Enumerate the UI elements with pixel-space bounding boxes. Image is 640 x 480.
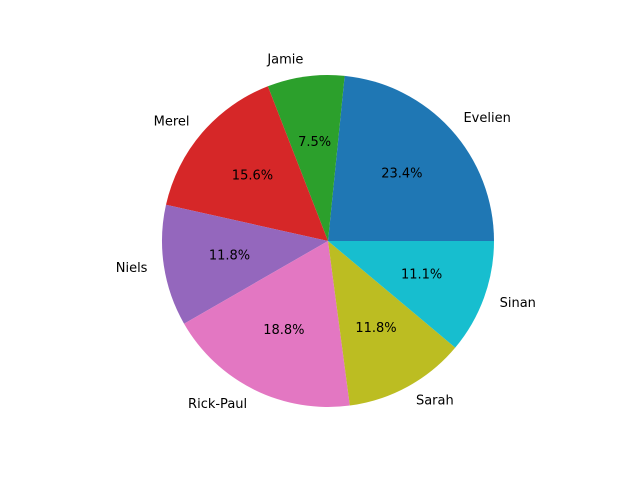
slice-percent-sarah: 11.8% bbox=[355, 321, 396, 336]
pie-slices bbox=[161, 75, 494, 407]
pie-labels: Evelien 23.4% Jamie 7.5% Merel 15.6% Niels 11.8… bbox=[116, 53, 536, 413]
slice-percent-evelien: 23.4% bbox=[381, 167, 422, 182]
pie-slice-sarah bbox=[328, 241, 456, 406]
slice-label-rick-paul: Rick-Paul bbox=[188, 397, 247, 412]
slice-label-niels: Niels bbox=[116, 261, 148, 276]
pie-slice-evelien bbox=[328, 75, 494, 241]
slice-label-evelien: Evelien bbox=[463, 111, 510, 126]
slice-label-jamie: Jamie bbox=[266, 53, 303, 68]
pie-slice-rick-paul bbox=[184, 241, 350, 407]
slice-percent-rick-paul: 18.8% bbox=[263, 323, 304, 338]
slice-percent-sinan: 11.1% bbox=[401, 268, 442, 283]
slice-percent-jamie: 7.5% bbox=[298, 135, 331, 150]
pie-slice-merel bbox=[165, 86, 328, 242]
slice-percent-merel: 15.6% bbox=[232, 169, 273, 184]
pie-slice-sinan bbox=[328, 241, 494, 348]
pie-slice-niels bbox=[161, 204, 328, 324]
slice-label-merel: Merel bbox=[154, 114, 190, 129]
slice-percent-niels: 11.8% bbox=[209, 248, 250, 263]
slice-label-sarah: Sarah bbox=[416, 394, 454, 409]
pie-slice-jamie bbox=[267, 75, 345, 242]
slice-label-sinan: Sinan bbox=[500, 296, 536, 311]
